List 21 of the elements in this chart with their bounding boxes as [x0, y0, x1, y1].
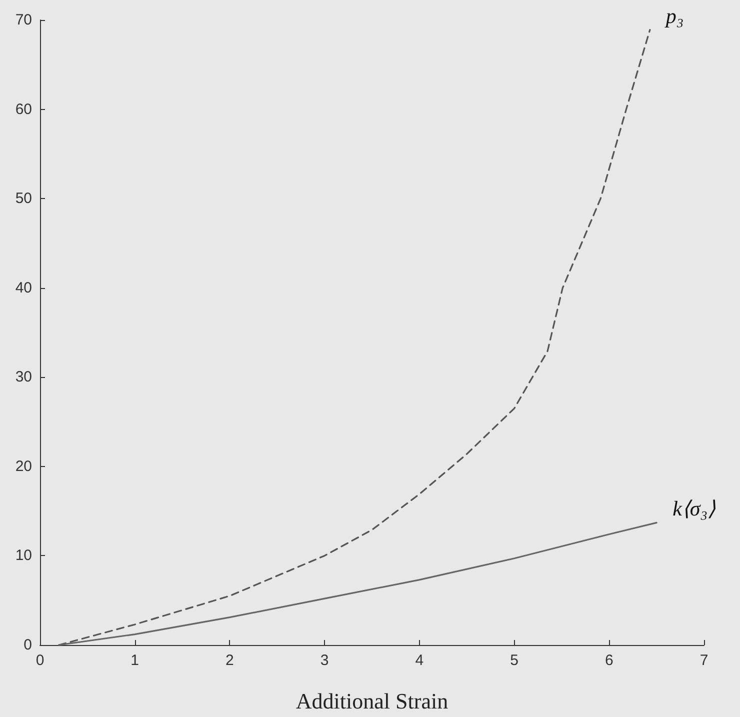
x-tick-label: 4: [415, 652, 424, 669]
x-tick-label: 0: [36, 652, 44, 669]
y-tick-label: 70: [15, 12, 32, 28]
x-axis-title: Additional Strain: [296, 688, 448, 714]
series-label: k⟨σ₃⟩: [672, 496, 716, 521]
y-tick-label: 10: [15, 547, 32, 564]
y-tick-label: 20: [15, 458, 32, 475]
y-tick-label: 50: [15, 190, 32, 208]
line-series: [58, 522, 658, 646]
y-tick-label: 0: [24, 636, 32, 654]
x-tick-label: 3: [320, 652, 329, 669]
x-tick-label: 2: [226, 652, 234, 669]
series-label: p₃: [664, 4, 684, 28]
y-tick-label: 30: [15, 368, 32, 386]
x-tick-label: 7: [700, 652, 708, 669]
x-tick-label: 6: [604, 652, 614, 669]
x-tick-label: 1: [130, 652, 140, 669]
x-tick-label: 5: [510, 652, 518, 669]
y-tick-label: 60: [15, 100, 32, 118]
line-series: [58, 29, 651, 646]
y-tick-label: 40: [15, 279, 32, 296]
